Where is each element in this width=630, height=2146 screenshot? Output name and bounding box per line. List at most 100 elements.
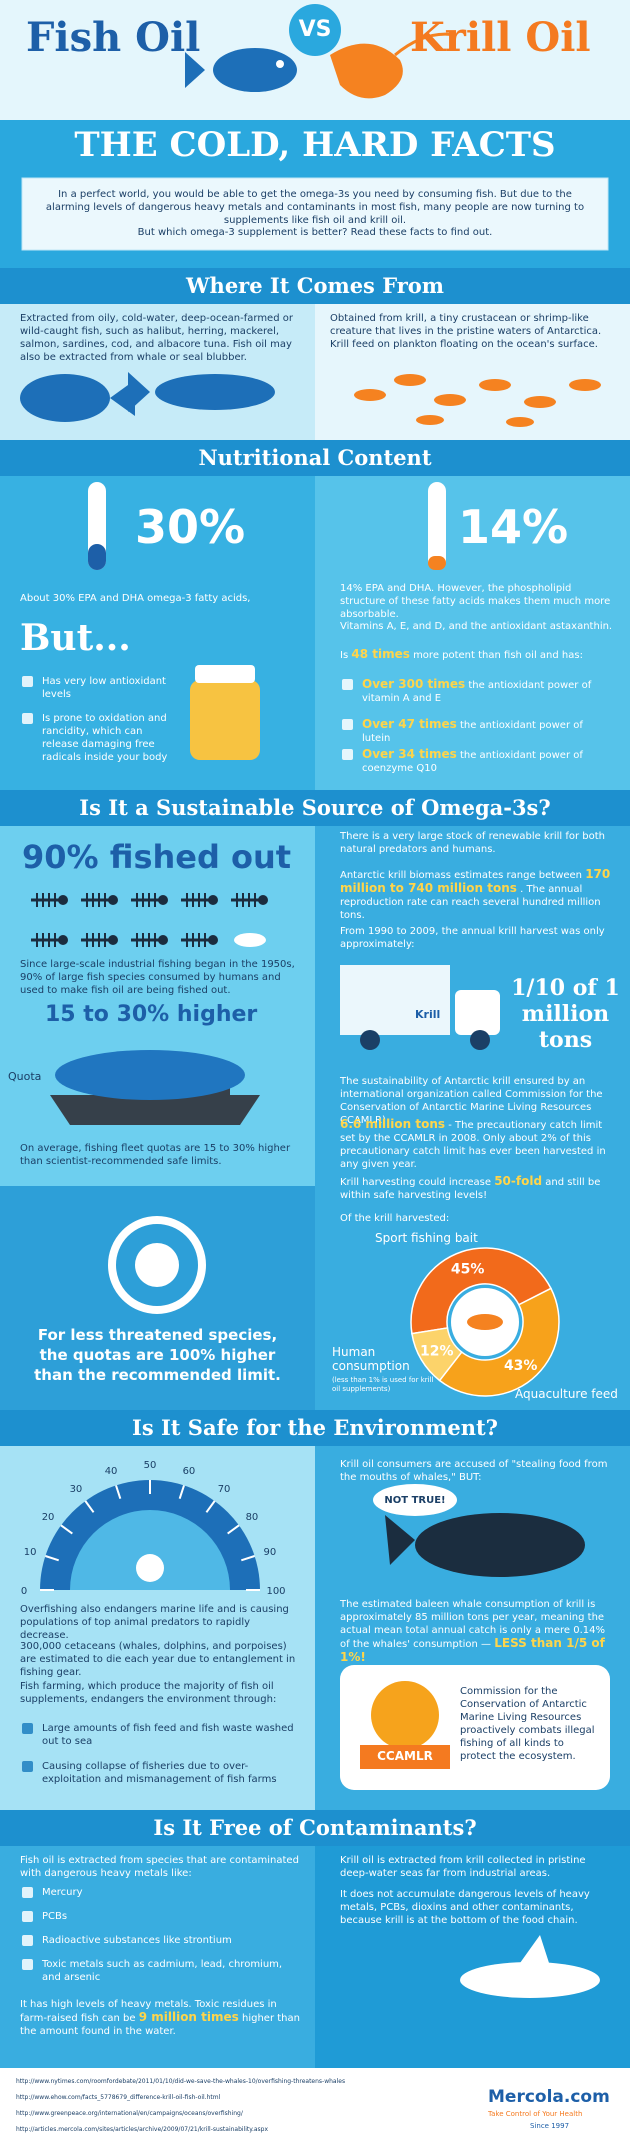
krill-vitamins: Vitamins A, E, and D, and the antioxidan… [340,621,613,632]
helm-hub [135,1243,179,1287]
thermometer [428,482,446,570]
section-band [0,1810,630,1846]
donut-label: Aquaculture feed [515,1387,618,1401]
cetaceans-text: 300,000 cetaceans (whales, dolphins, and… [20,1641,296,1678]
intro-text: In a perfect world, you would be able to… [45,189,585,226]
krill-text: 14% EPA and DHA. However, the phospholip… [340,583,611,620]
footer-bg [0,2068,630,2146]
accused-text: Krill oil consumers are accused of "stea… [340,1459,608,1483]
highlight: 9 million times [138,2010,239,2024]
donut-value-label: 45% [451,1262,485,1278]
shark-fin [520,1935,550,1966]
krill [416,415,444,425]
quota-text: On average, fishing fleet quotas are 15 … [20,1143,291,1167]
whale-text: The estimated baleen whale consumption o… [340,1598,615,1665]
harvest-amount: 1/10 of 1 million tons [511,975,620,1053]
fish-icon [213,48,297,92]
gauge-tick [115,1485,122,1500]
section-band [0,790,630,826]
text: more potent than fish oil and has: [413,650,583,661]
but-label: But... [20,617,131,659]
krill-potency: Is 48 times more potent than fish oil an… [340,648,615,662]
contaminant: PCBs [20,1910,292,1923]
truck-wheel [360,1030,380,1050]
fished-out: 90% fished out [22,838,292,876]
contaminant: Toxic metals such as cadmium, lead, chro… [20,1958,292,1984]
section-heading: Nutritional Content [198,445,432,470]
highlight: Over 300 times [362,677,466,691]
tuna-tail [128,372,150,412]
krill-stock: There is a very large stock of renewable… [340,831,605,855]
logo-tagline: Take Control of Your Health [488,2110,583,2118]
krill [524,396,556,408]
fish-percent: 30% [135,500,246,554]
krill-origin: Obtained from krill, a tiny crustacean o… [330,313,602,350]
skull [136,1554,164,1582]
source: http://www.greenpeace.org/international/… [16,2110,243,2117]
donut-slice [410,1247,552,1335]
text: Krill harvesting could increase [340,1177,492,1188]
left-panel [0,1846,315,2068]
skeleton-head [208,935,218,945]
donut-label: Human consumption [332,1345,410,1373]
donut-note: (less than 1% is used for krill oil supp… [332,1376,434,1393]
text: and still be within safe harvesting leve… [340,1177,601,1201]
krill-icon [467,1314,503,1330]
threatened-text: For less threatened species, the quotas … [34,1326,281,1384]
right-panel [315,304,630,440]
section-heading: Is It Safe for the Environment? [132,1415,498,1440]
fish-contaminants: Fish oil is extracted from species that … [20,1855,299,1879]
krill [569,379,601,391]
ccamlr-logo [371,1681,439,1749]
krill [434,394,466,406]
donut-value-label: 43% [504,1358,538,1374]
shark [460,1962,600,1998]
fish-con: Is prone to oxidation and rancidity, whi… [20,712,182,764]
section-heading: Is It a Sustainable Source of Omega-3s? [79,795,551,820]
fish-eye [276,60,284,68]
ccamlr-logo-text: CCAMLR [377,1749,433,1763]
skeleton-head [158,895,168,905]
gauge-tick-label: 70 [218,1484,231,1495]
gauge-inner [70,1510,230,1590]
gauge-tick-label: 80 [246,1512,259,1523]
logo: Mercola.com [488,2087,610,2107]
source: http://www.nytimes.com/roomfordebate/201… [16,2078,346,2085]
krill-biomass: Antarctic krill biomass estimates range … [340,868,615,922]
gauge-tick-label: 40 [105,1466,118,1477]
krill-pro: Over 300 times the antioxidant power of … [340,678,612,705]
skeleton-head [108,935,118,945]
ccamlr-label-bg [360,1745,450,1769]
text: . The annual reproduction rate can reach… [340,884,601,921]
catch-limit: 6.6 million tons - The precautionary cat… [340,1118,615,1171]
ccamlr-desc: Commission for the Conservation of Antar… [460,1686,595,1762]
krill-percent: 14% [458,500,569,554]
speech-bubble [373,1484,457,1516]
helm-icon [108,1216,206,1314]
text: the antioxidant power of vitamin A and E [362,680,592,704]
farming-item: Large amounts of fish feed and fish wast… [20,1722,297,1748]
left-panel [0,826,315,1186]
fish-tail [185,52,205,88]
logo-since: Since 1997 [530,2122,570,2130]
skeleton-head [108,895,118,905]
section-band [0,1410,630,1446]
gauge-tick [240,1555,255,1562]
gauge-tick-label: 100 [266,1586,285,1597]
gauge-tick-label: 20 [42,1512,55,1523]
krill-group [354,374,601,427]
highlight: 6.6 million tons [340,1117,446,1131]
krill-pro: Over 47 times the antioxidant power of l… [340,718,612,745]
title-right: Krill Oil [410,14,591,61]
highlight: 50-fold [494,1174,543,1188]
text: higher than the amount found in the wate… [20,2013,300,2037]
text: - The precautionary catch limit set by t… [340,1120,606,1170]
text: the antioxidant power of coenzyme Q10 [362,750,583,774]
fish-pile [55,1050,245,1100]
gauge-tick-label: 30 [70,1484,83,1495]
section-heading: Where It Comes From [185,273,445,298]
